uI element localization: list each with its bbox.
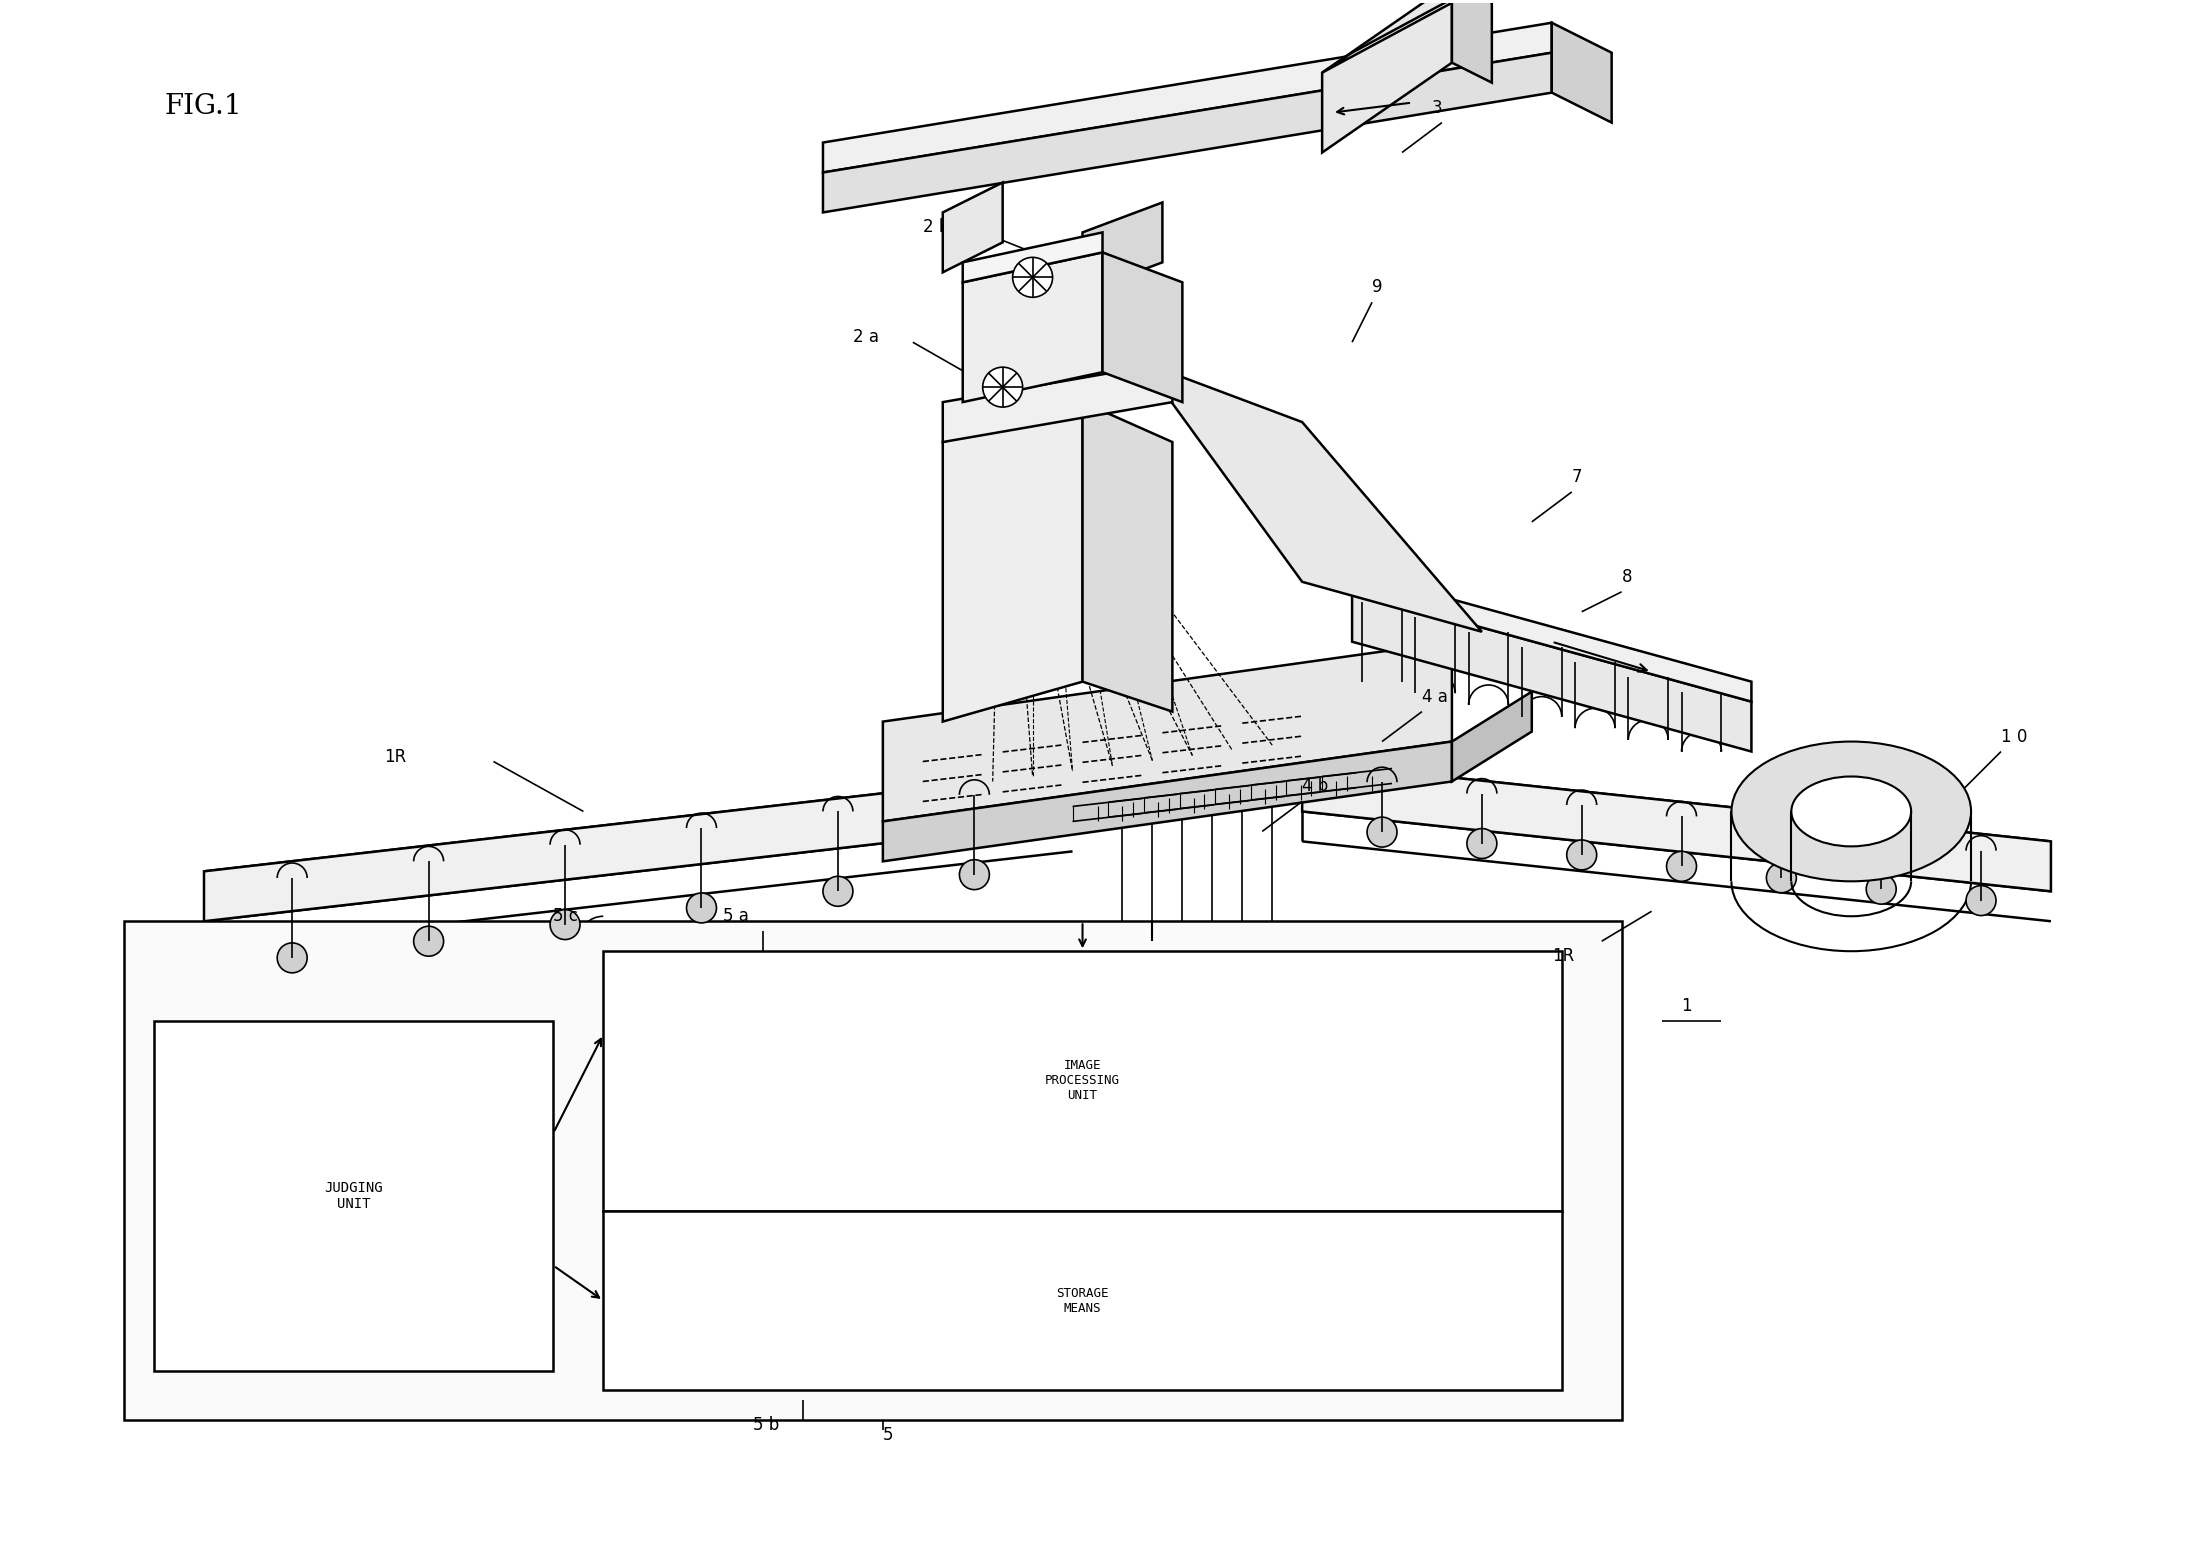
Polygon shape: [1303, 762, 2051, 892]
Circle shape: [1012, 258, 1052, 298]
Text: 5 a: 5 a: [723, 907, 750, 926]
Polygon shape: [822, 23, 1552, 173]
Text: 4 b: 4 b: [1303, 778, 1327, 796]
Polygon shape: [822, 52, 1552, 213]
Text: 4 a: 4 a: [1422, 688, 1449, 705]
Text: 8: 8: [1621, 568, 1632, 586]
Polygon shape: [205, 772, 1072, 921]
Polygon shape: [964, 233, 1102, 282]
Text: 1R: 1R: [1552, 947, 1574, 966]
Text: JUDGING
UNIT: JUDGING UNIT: [324, 1180, 384, 1211]
Circle shape: [983, 367, 1023, 407]
Ellipse shape: [1967, 886, 1996, 915]
Text: 1 0: 1 0: [2000, 728, 2026, 745]
Ellipse shape: [822, 876, 853, 906]
Ellipse shape: [1790, 776, 1912, 847]
Ellipse shape: [549, 910, 580, 940]
Ellipse shape: [686, 893, 717, 923]
Bar: [154, 1021, 553, 1370]
Text: 2 a: 2 a: [853, 329, 880, 346]
Polygon shape: [1352, 593, 1751, 751]
Text: 5 c: 5 c: [553, 907, 578, 926]
Text: 9: 9: [1372, 278, 1383, 296]
Polygon shape: [1352, 572, 1751, 702]
Bar: [604, 950, 1561, 1211]
Polygon shape: [1083, 403, 1173, 711]
Text: 7: 7: [1572, 468, 1583, 486]
Ellipse shape: [1766, 863, 1797, 893]
Text: FIG.1: FIG.1: [163, 93, 243, 120]
Text: IMAGE
PROCESSING
UNIT: IMAGE PROCESSING UNIT: [1045, 1060, 1120, 1103]
Text: 1R: 1R: [384, 747, 406, 765]
Text: 5: 5: [882, 1426, 893, 1444]
Polygon shape: [1102, 253, 1182, 403]
Bar: [123, 921, 1621, 1421]
Ellipse shape: [1731, 742, 1971, 881]
Text: 1: 1: [1682, 997, 1691, 1015]
Polygon shape: [1083, 202, 1162, 292]
Polygon shape: [1451, 0, 1493, 83]
Polygon shape: [1323, 0, 1451, 153]
Text: 5 b: 5 b: [754, 1416, 778, 1435]
Bar: [604, 1211, 1561, 1390]
Ellipse shape: [415, 926, 443, 957]
Ellipse shape: [1667, 852, 1696, 881]
Ellipse shape: [1367, 818, 1398, 847]
Polygon shape: [1552, 23, 1612, 122]
Text: 2 b: 2 b: [924, 219, 948, 236]
Polygon shape: [964, 253, 1102, 403]
Polygon shape: [1142, 363, 1482, 631]
Polygon shape: [882, 742, 1451, 861]
Ellipse shape: [1466, 829, 1497, 858]
Polygon shape: [1323, 0, 1482, 73]
Polygon shape: [944, 403, 1083, 722]
Text: STORAGE
MEANS: STORAGE MEANS: [1056, 1287, 1109, 1315]
Polygon shape: [944, 363, 1173, 441]
Ellipse shape: [959, 859, 990, 890]
Polygon shape: [1451, 691, 1532, 781]
Polygon shape: [882, 642, 1451, 821]
Ellipse shape: [278, 943, 306, 972]
Ellipse shape: [1865, 875, 1896, 904]
Text: 3: 3: [1431, 99, 1442, 117]
Ellipse shape: [1568, 839, 1596, 870]
Polygon shape: [944, 182, 1003, 272]
